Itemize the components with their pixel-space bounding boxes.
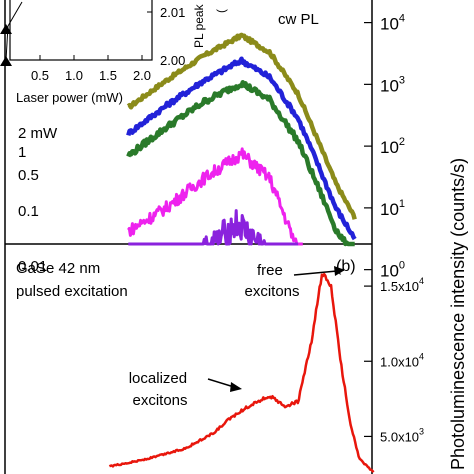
panel-a-series xyxy=(126,32,357,247)
y-tick-label: 1.0x104 xyxy=(380,351,424,369)
y-tick-label: 101 xyxy=(380,198,405,219)
series-label: 0.5 xyxy=(18,167,39,184)
annotation-line-1: GaSe 42 nm xyxy=(16,260,100,277)
y-tick-label: 102 xyxy=(380,136,405,157)
panel-a-title: cw PL xyxy=(278,11,319,28)
arrow-head xyxy=(334,266,345,276)
series-label: 2 mW xyxy=(18,125,58,142)
free-excitons-line-2: excitons xyxy=(244,283,299,300)
y-tick-exponent: 4 xyxy=(419,351,424,361)
y-tick-label: 100 xyxy=(380,260,405,281)
series-line xyxy=(127,147,304,246)
free-excitons-label: free excitons xyxy=(244,262,299,300)
y-axis-label: Photoluminescence intensity (counts/s) xyxy=(448,158,468,470)
y-tick-exponent: 4 xyxy=(419,276,424,286)
series-line xyxy=(108,272,375,474)
series-line xyxy=(126,56,357,241)
y-tick-exponent: 3 xyxy=(419,426,424,436)
inset-line xyxy=(5,1,23,61)
inset-marker-triangle xyxy=(0,24,12,34)
series-label: 0.01 xyxy=(18,258,47,275)
series-line xyxy=(127,209,299,246)
series-line xyxy=(126,32,357,220)
inset-xlabel: Laser power (mW) xyxy=(16,90,123,105)
inset-marker-triangle xyxy=(0,56,12,66)
panel-b-annotation: GaSe 42 nm pulsed excitation xyxy=(16,260,128,300)
free-excitons-arrow xyxy=(293,266,345,276)
arrow-head xyxy=(230,382,242,392)
series-line xyxy=(126,80,356,247)
localized-excitons-line-1: localized xyxy=(129,370,187,387)
inset-y-ticks: 2.00 2.01 xyxy=(147,5,185,68)
arrow-shaft xyxy=(293,270,338,276)
panel-b: (b) GaSe 42 nm pulsed excitation free ex… xyxy=(16,258,424,474)
inset-x-tick-label: 1.0 xyxy=(65,68,83,83)
arrow-shaft xyxy=(207,378,235,388)
free-excitons-line-1: free xyxy=(257,262,283,279)
y-tick-exponent: 0 xyxy=(399,260,405,272)
main-frame xyxy=(4,0,373,474)
inset-y-tick-label: 2.00 xyxy=(160,53,185,68)
series-label: 1 xyxy=(18,144,26,161)
y-tick-label: 5.0x103 xyxy=(380,426,424,444)
localized-excitons-line-2: excitons xyxy=(132,392,187,409)
y-tick-label: 1.5x104 xyxy=(380,276,424,294)
inset: 0.5 1.0 1.5 2.0 Laser power (mW) 2.00 2.01 P… xyxy=(0,0,228,105)
annotation-line-2: pulsed excitation xyxy=(16,283,128,300)
inset-ylabel: PL peak xyxy=(192,3,206,48)
panel-a-series-labels: 2 mW 1 0.5 0.1 0.01 xyxy=(18,125,58,275)
y-tick-exponent: 1 xyxy=(399,198,405,210)
inset-ylabel-paren: ( xyxy=(214,9,228,13)
y-tick-exponent: 2 xyxy=(399,136,405,148)
y-tick-exponent: 3 xyxy=(399,74,405,86)
inset-x-tick-label: 2.0 xyxy=(133,68,151,83)
inset-y-tick-label: 2.01 xyxy=(160,5,185,20)
panel-b-series xyxy=(108,272,375,474)
localized-excitons-label: localized excitons xyxy=(129,370,192,409)
inset-x-tick-label: 0.5 xyxy=(31,68,49,83)
inset-x-ticks: 0.5 1.0 1.5 2.0 xyxy=(31,55,151,83)
localized-excitons-arrow xyxy=(207,378,242,392)
y-tick-exponent: 4 xyxy=(399,13,405,25)
y-tick-label: 104 xyxy=(380,13,405,34)
y-tick-label: 103 xyxy=(380,74,405,95)
inset-frame xyxy=(9,0,153,61)
inset-x-tick-label: 1.5 xyxy=(99,68,117,83)
series-label: 0.1 xyxy=(18,203,39,220)
panel-b-y-ticks: 5.0x103 1.0x104 1.5x104 xyxy=(364,276,424,444)
